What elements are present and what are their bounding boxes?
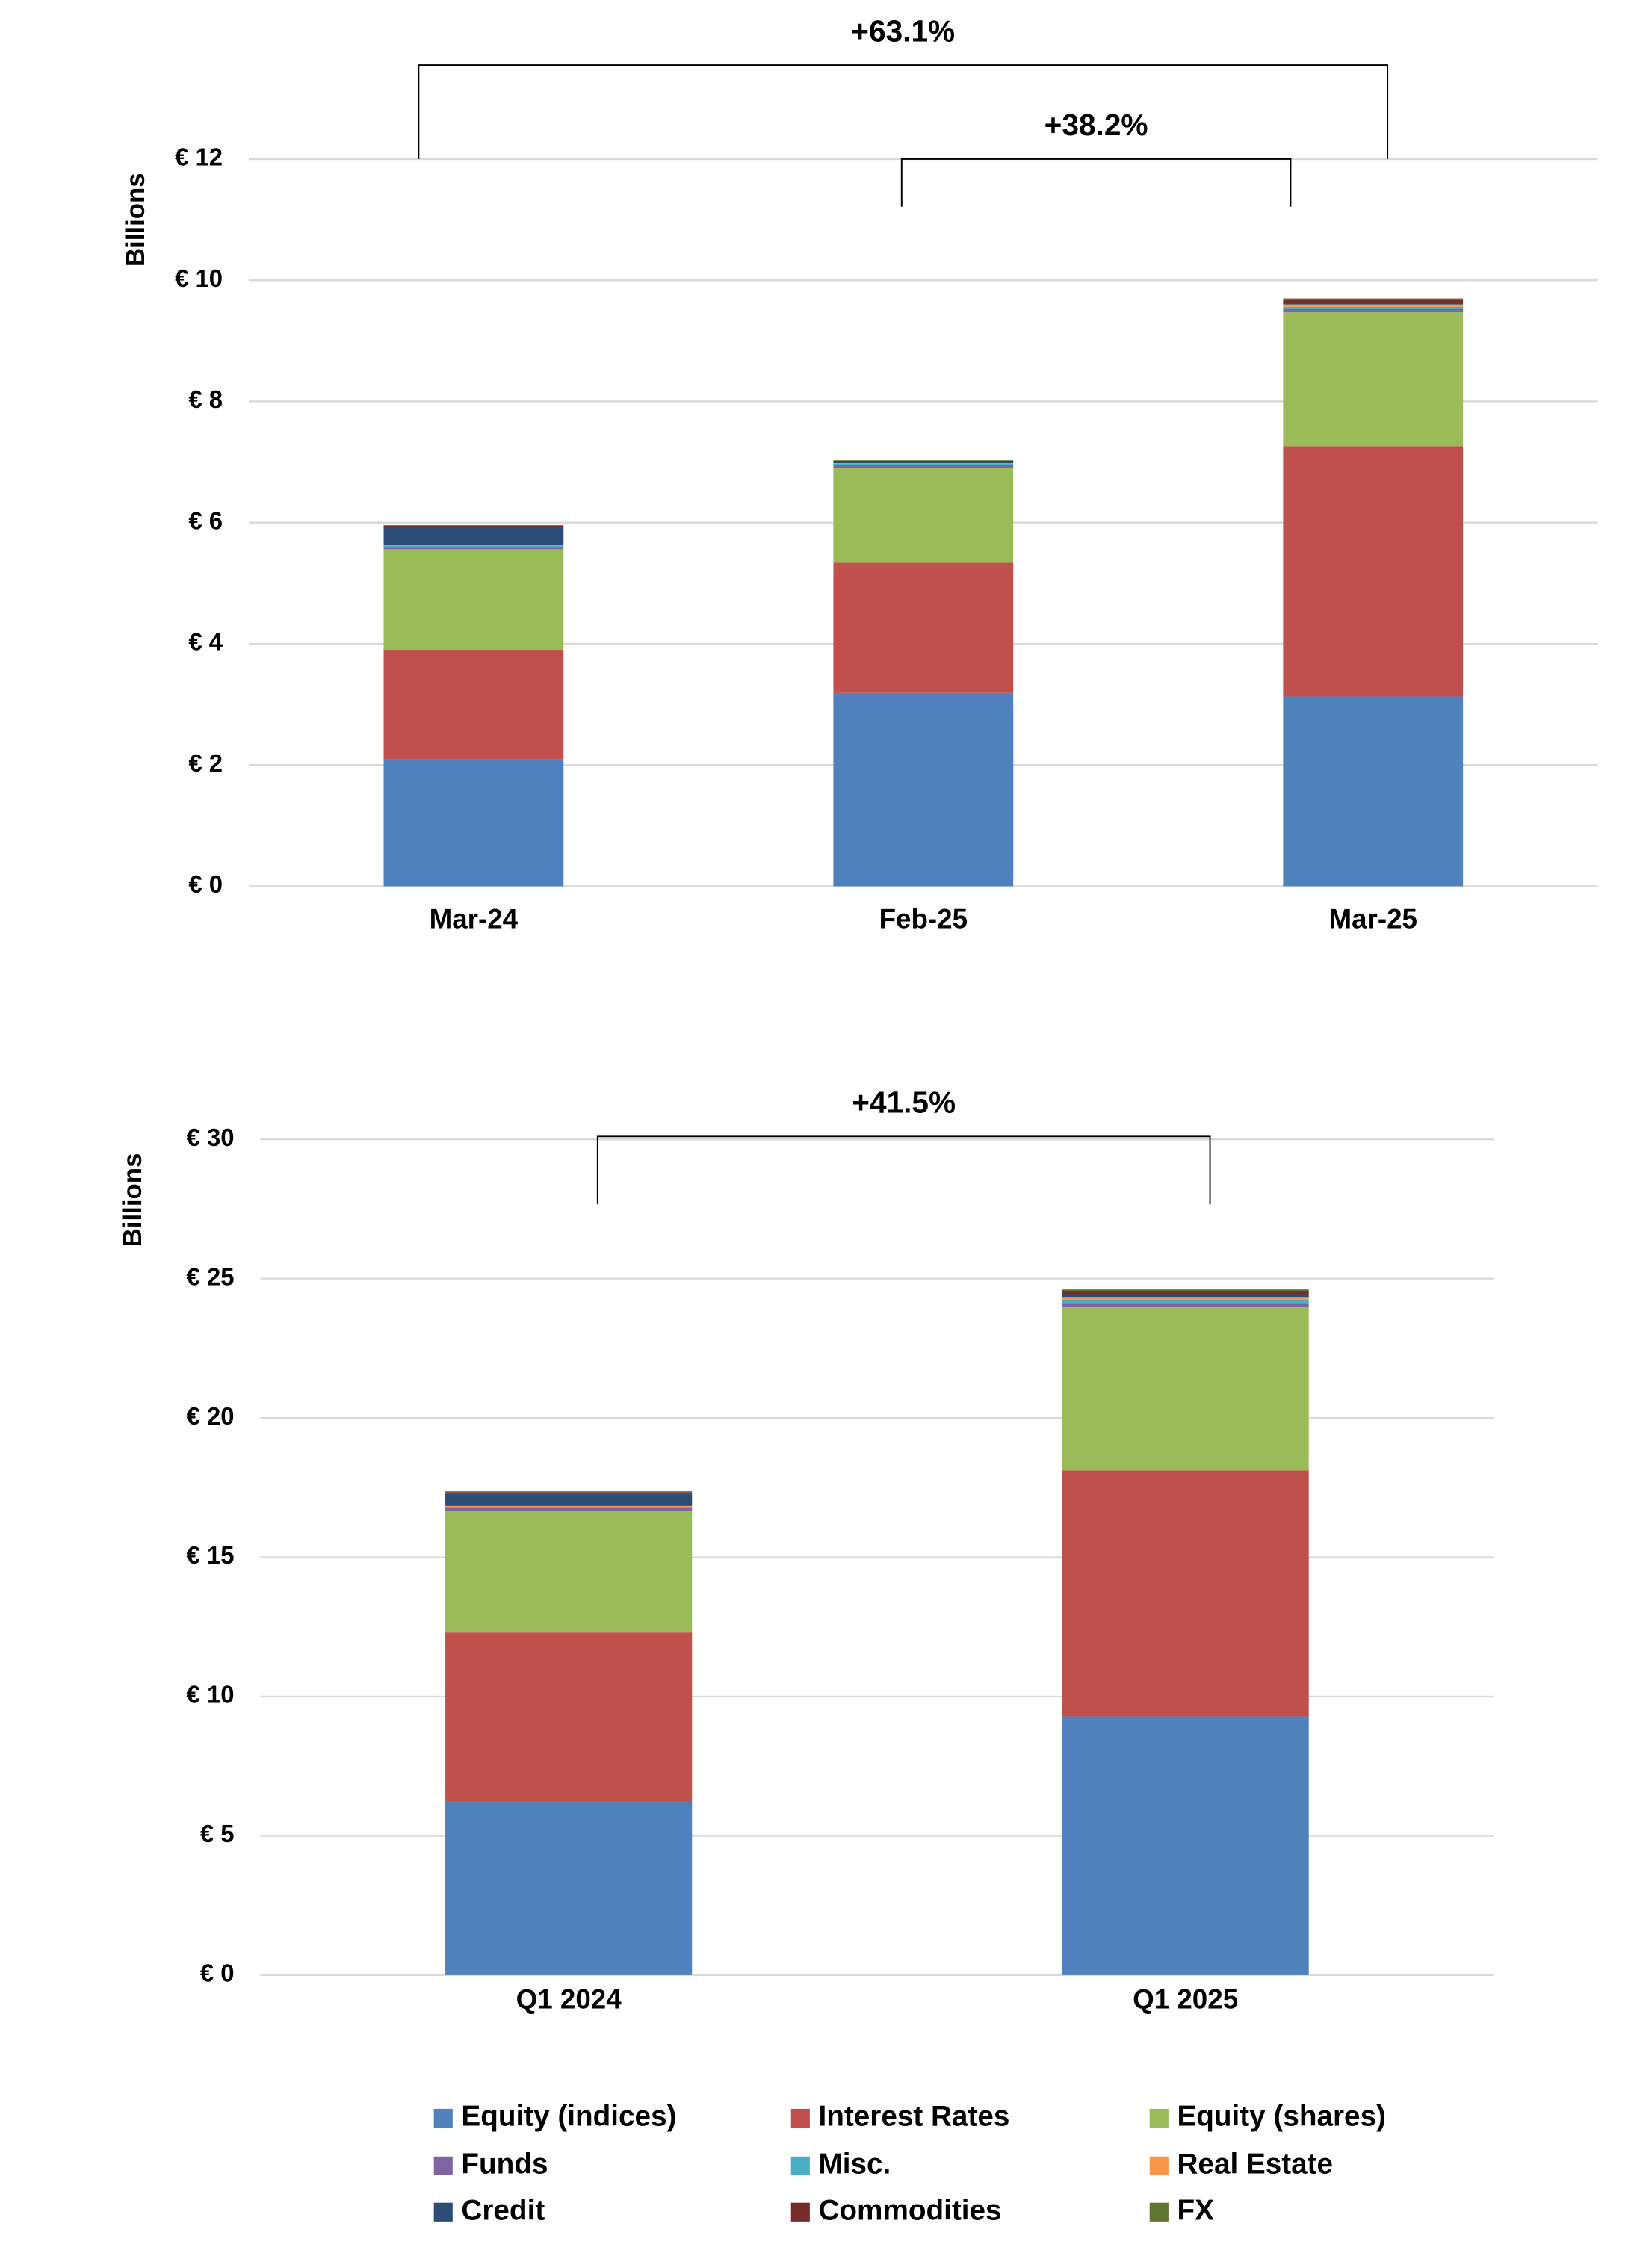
bar-segment xyxy=(445,1491,693,1493)
bar-segment xyxy=(445,1801,693,1975)
bar-segment xyxy=(383,527,564,545)
bracket xyxy=(596,1135,1211,1205)
legend-label: Credit xyxy=(461,2195,545,2227)
y-tick-label: € 8 xyxy=(188,385,223,413)
bar-segment xyxy=(833,692,1014,887)
bar-segment xyxy=(833,562,1014,693)
legend-swatch xyxy=(433,2108,453,2128)
bar-segment xyxy=(1283,306,1464,309)
bar-segment xyxy=(383,545,564,546)
y-tick-label: € 4 xyxy=(188,628,223,656)
annotation: +38.2% xyxy=(1045,108,1148,142)
bar-segment xyxy=(445,1493,693,1506)
bar-segment xyxy=(1283,298,1464,300)
bar-segment xyxy=(833,460,1014,461)
y-tick-label: € 0 xyxy=(188,870,223,898)
bar-segment xyxy=(383,524,564,526)
bar-segment xyxy=(833,460,1014,462)
annotation: +41.5% xyxy=(852,1085,956,1119)
bar-segment xyxy=(383,545,564,548)
bar-segment xyxy=(445,1511,693,1633)
x-tick-label: Feb-25 xyxy=(879,904,968,935)
y-tick-label: € 2 xyxy=(188,749,223,777)
bar-segment xyxy=(833,468,1014,563)
bar-segment xyxy=(1062,1291,1309,1295)
legend-swatch xyxy=(433,2202,453,2222)
y-tick-label: € 6 xyxy=(188,506,223,534)
x-tick-label: Mar-24 xyxy=(430,904,519,935)
bar-segment xyxy=(383,525,564,527)
y-tick-label: € 10 xyxy=(175,264,223,292)
legend-swatch xyxy=(790,2156,810,2175)
annotation: +63.1% xyxy=(851,13,955,48)
bar-segment xyxy=(445,1508,693,1511)
y-tick-label: € 15 xyxy=(187,1541,235,1569)
bar-segment xyxy=(445,1507,693,1508)
bar-segment xyxy=(445,1505,693,1508)
y-tick-label: € 10 xyxy=(187,1681,235,1708)
y-tick-label: € 5 xyxy=(200,1820,235,1847)
bar-segment xyxy=(1283,300,1464,303)
bar-segment xyxy=(1283,309,1464,313)
bar-segment xyxy=(383,650,564,760)
bar-segment xyxy=(1283,696,1464,887)
bar-segment xyxy=(1062,1716,1309,1975)
bar-segment xyxy=(383,759,564,887)
bar-segment xyxy=(833,465,1014,468)
bar-segment xyxy=(383,547,564,550)
legend-label: Funds xyxy=(461,2148,548,2181)
bracket xyxy=(418,64,1389,159)
bar-segment xyxy=(1062,1289,1309,1292)
bar-segment xyxy=(833,463,1014,464)
legend-label: Misc. xyxy=(819,2148,891,2181)
bar-segment xyxy=(1283,446,1464,697)
x-tick-label: Q1 2025 xyxy=(1133,1983,1238,2014)
y-tick-label: € 12 xyxy=(175,143,223,171)
legend-label: Equity (indices) xyxy=(461,2101,676,2133)
legend-swatch xyxy=(1149,2108,1169,2128)
y-tick-label: € 30 xyxy=(187,1124,235,1151)
legend-swatch xyxy=(1149,2156,1169,2175)
y-axis-label: Billions xyxy=(121,173,150,267)
legend-label: Interest Rates xyxy=(819,2101,1010,2133)
bar-segment xyxy=(1283,304,1464,307)
legend-label: Real Estate xyxy=(1178,2148,1334,2181)
y-axis-label: Billions xyxy=(118,1153,147,1248)
legend-label: FX xyxy=(1178,2195,1215,2227)
x-tick-label: Mar-25 xyxy=(1328,904,1417,935)
y-tick-label: € 25 xyxy=(187,1262,235,1290)
bar-segment xyxy=(1062,1294,1309,1298)
bar-segment xyxy=(1283,303,1464,305)
bar-segment xyxy=(1062,1299,1309,1304)
legend-swatch xyxy=(1149,2202,1169,2222)
legend-swatch xyxy=(790,2108,810,2128)
bracket xyxy=(900,158,1292,207)
bar-segment xyxy=(383,549,564,651)
y-tick-label: € 0 xyxy=(200,1959,235,1987)
legend-label: Equity (shares) xyxy=(1178,2101,1386,2133)
bar-segment xyxy=(1062,1307,1309,1471)
legend-swatch xyxy=(433,2156,453,2175)
bar-segment xyxy=(1062,1470,1309,1717)
bar-segment xyxy=(1062,1297,1309,1300)
bar-segment xyxy=(1283,312,1464,447)
bar-segment xyxy=(833,462,1014,464)
bar-segment xyxy=(1062,1303,1309,1308)
bar-segment xyxy=(833,463,1014,465)
y-tick-label: € 20 xyxy=(187,1402,235,1430)
legend-swatch xyxy=(790,2202,810,2222)
bar-segment xyxy=(445,1492,693,1494)
x-tick-label: Q1 2024 xyxy=(516,1983,622,2014)
legend-label: Commodities xyxy=(819,2195,1002,2227)
bar-segment xyxy=(445,1632,693,1802)
